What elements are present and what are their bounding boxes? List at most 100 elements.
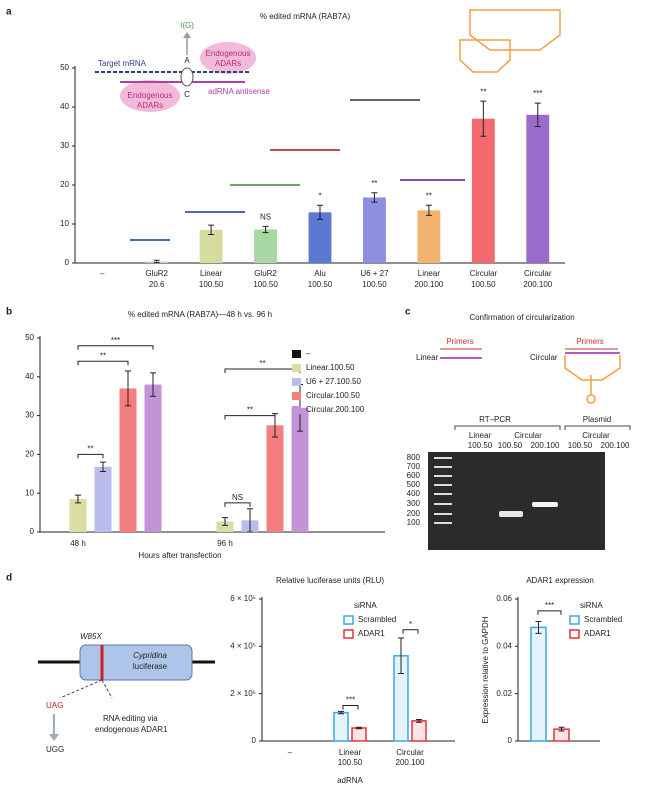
x-tick-label: 20.6 xyxy=(149,280,165,289)
x-tick-label: 100.50 xyxy=(362,280,387,289)
x-tick-label: – xyxy=(288,748,293,757)
panel-letter: d xyxy=(6,573,12,584)
ladder-label: 500 xyxy=(407,480,421,489)
lane-label: 100.50 xyxy=(498,441,523,450)
bar xyxy=(266,425,284,532)
hairpin-loop xyxy=(586,394,596,404)
ladder-label: 100 xyxy=(407,518,421,527)
lane-header: Circular xyxy=(514,431,542,440)
bar xyxy=(411,720,427,742)
x-tick-label: Linear xyxy=(200,269,223,278)
lane-label: 200.100 xyxy=(531,441,560,450)
legend-swatch xyxy=(292,350,301,358)
y-tick-label: 0 xyxy=(252,736,257,745)
error-bar xyxy=(480,100,487,137)
x-tick-label: U6 + 27 xyxy=(360,269,389,278)
legend-title: siRNA xyxy=(354,601,377,610)
ladder-label: 700 xyxy=(407,462,421,471)
label: ADARs xyxy=(137,101,163,110)
label: ADARs xyxy=(215,59,241,68)
ladder-label: 300 xyxy=(407,499,421,508)
gel-group: Plasmid xyxy=(583,415,611,424)
sig-bracket xyxy=(77,360,129,366)
label: luciferase xyxy=(133,662,168,671)
legend-label: Scrambled xyxy=(584,615,622,624)
y-axis-label: Expression relative to GAPDH xyxy=(481,616,490,723)
legend-swatch xyxy=(292,392,301,400)
label: RNA editing via xyxy=(103,714,158,723)
y-tick-label: 0.06 xyxy=(496,594,512,603)
sig-label: * xyxy=(409,620,412,629)
x-tick-label: – xyxy=(100,269,105,278)
gel-title: Confirmation of circularization xyxy=(469,313,574,322)
error-bar xyxy=(262,225,269,234)
sig-label: *** xyxy=(111,336,120,345)
x-tick-label: 200.100 xyxy=(414,280,443,289)
chart-title: % edited mRNA (RAB7A) xyxy=(260,12,351,21)
bar xyxy=(471,118,495,263)
x-tick-label: 200.100 xyxy=(396,758,425,767)
y-tick-label: 40 xyxy=(25,372,34,381)
label: endogenous ADAR1 xyxy=(95,725,168,734)
bracket xyxy=(454,425,561,430)
error-bar xyxy=(247,508,253,533)
error-bar xyxy=(150,372,156,397)
y-tick-label: 20 xyxy=(25,450,34,459)
x-tick-label: 48 h xyxy=(70,539,86,548)
label: C xyxy=(184,90,190,99)
label: UGG xyxy=(46,745,64,754)
sig-bracket xyxy=(224,502,251,507)
label: Linear xyxy=(416,353,439,362)
lane-label: 100.50 xyxy=(468,441,493,450)
gene-box xyxy=(79,644,193,681)
x-tick-label: Circular xyxy=(524,269,552,278)
panel-letter: a xyxy=(6,7,12,18)
adar-cloud xyxy=(200,42,256,74)
bar xyxy=(119,388,137,532)
y-tick-label: 50 xyxy=(60,63,69,72)
y-tick-label: 4 × 10⁵ xyxy=(230,641,256,650)
x-tick-label: 200.100 xyxy=(523,280,552,289)
error-bar xyxy=(356,726,362,730)
legend-title: siRNA xyxy=(580,601,603,610)
bar xyxy=(69,499,87,532)
sig-label: *** xyxy=(545,601,554,610)
bar xyxy=(526,114,550,263)
error-bar xyxy=(125,370,131,407)
legend-swatch xyxy=(292,364,301,372)
y-tick-label: 10 xyxy=(60,219,69,228)
error-bar xyxy=(534,102,541,127)
sig-label: NS xyxy=(260,212,271,221)
legend-label: Circular.100.50 xyxy=(306,391,360,400)
sig-label: ** xyxy=(371,179,377,188)
sig-bracket xyxy=(224,415,276,420)
chart-title: Relative luciferase units (RLU) xyxy=(276,576,384,585)
x-tick-label: 100.50 xyxy=(199,280,224,289)
sig-label: ** xyxy=(100,351,106,360)
bar xyxy=(94,466,112,532)
gel-band xyxy=(532,502,558,507)
bar xyxy=(199,229,223,263)
ladder-label: 600 xyxy=(407,471,421,480)
bar xyxy=(363,197,386,263)
label: UAG xyxy=(46,701,63,710)
label: Primers xyxy=(576,337,604,346)
label: Primers xyxy=(446,337,474,346)
bar xyxy=(351,727,367,742)
label: Cypridina xyxy=(133,651,167,660)
circular-glyph xyxy=(564,355,621,381)
y-tick-label: 0 xyxy=(65,258,70,267)
sig-label: ** xyxy=(87,445,93,454)
legend-swatch xyxy=(292,406,301,414)
diagram-a: I(G) A C Target mRNA Endogenous ADARs En… xyxy=(95,9,561,241)
x-tick-label: Circular xyxy=(396,748,424,757)
legend-label: Scrambled xyxy=(358,615,396,624)
y-tick-label: 30 xyxy=(60,141,69,150)
label: Circular xyxy=(530,353,558,362)
bar xyxy=(254,229,277,263)
sig-label: NS xyxy=(232,493,243,502)
lane-header: Circular xyxy=(582,431,610,440)
error-bar xyxy=(153,259,160,264)
gel-group: RT–PCR xyxy=(479,415,511,424)
